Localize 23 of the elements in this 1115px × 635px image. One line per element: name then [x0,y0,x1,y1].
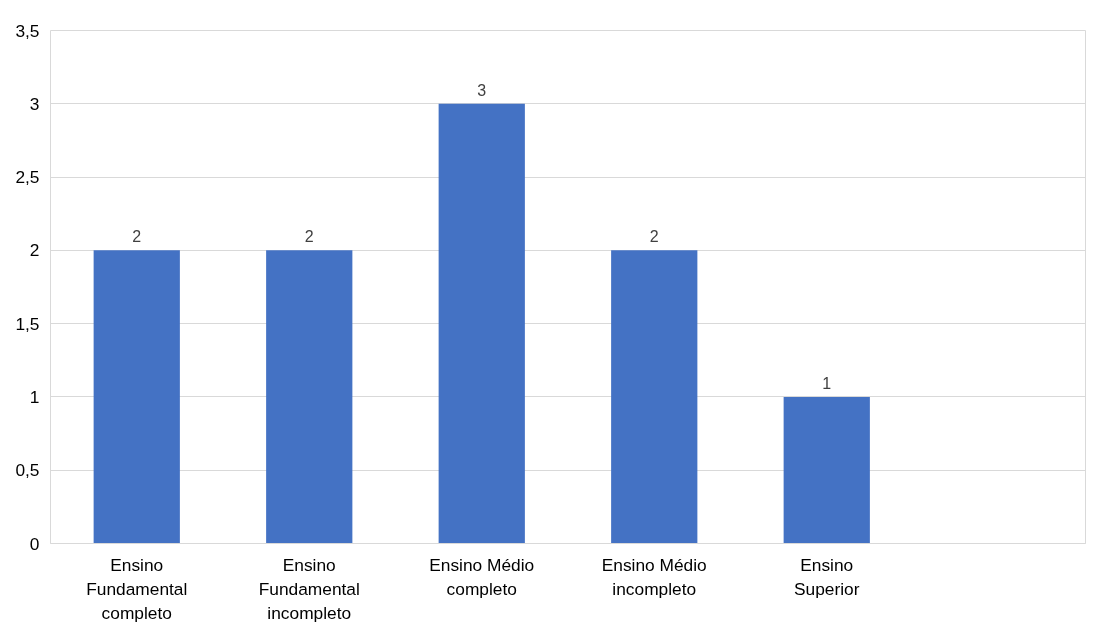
y-tick-label: 0 [29,533,40,554]
data-label: 2 [304,228,314,246]
x-tick-label: Ensino Fundamental incompleto [258,554,360,623]
x-tick-label: Ensino Médio incompleto [601,554,707,599]
y-tick-label: 1 [29,386,40,407]
x-tick-label: Ensino Fundamental completo [86,554,188,623]
data-label: 2 [132,228,142,246]
bar [93,250,180,544]
bar [438,103,525,544]
data-label: 2 [649,228,659,246]
bar [266,250,353,544]
bar [783,396,870,544]
y-tick-label: 2,5 [15,167,40,188]
data-label: 1 [822,374,832,392]
x-tick-label: Ensino Médio completo [429,554,535,599]
data-label: 3 [477,81,487,99]
x-tick-label: Ensino Superior [794,554,860,599]
y-tick-label: 3 [29,93,40,114]
bar [611,250,698,544]
y-tick-label: 1,5 [15,313,40,334]
y-tick-label: 3,5 [15,20,40,41]
y-tick-label: 2 [29,240,40,261]
y-tick-label: 0,5 [15,460,40,481]
